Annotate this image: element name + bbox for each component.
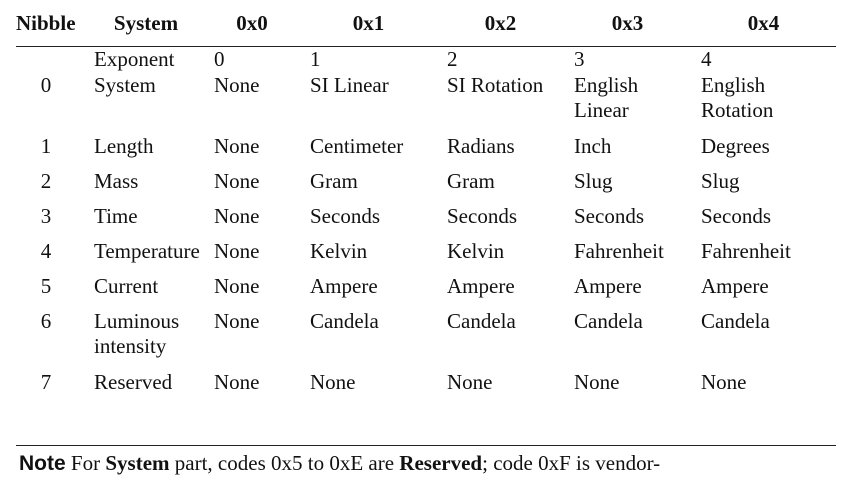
note-label: Note (19, 452, 66, 475)
table-row: 0 System None SI Linear SI Rotation Engl… (16, 73, 836, 134)
table-header-row: Nibble System 0x0 0x1 0x2 0x3 0x4 (16, 0, 836, 47)
cell-label: Temperature (94, 239, 200, 263)
cell-value: English Linear (574, 73, 639, 122)
table-row: 7 Reserved None None None None None (16, 370, 836, 405)
cell-value: Fahrenheit (701, 239, 791, 263)
cell-value: None (214, 309, 260, 333)
cell-value: None (574, 370, 620, 394)
cell-value: Ampere (701, 274, 769, 298)
header-0x4: 0x4 (691, 0, 836, 47)
cell-value: None (310, 370, 356, 394)
note-bold-reserved: Reserved (399, 451, 483, 475)
cell-value: Candela (701, 309, 770, 333)
cell-value: Radians (447, 134, 515, 158)
cell-value: Gram (447, 169, 495, 193)
note-bold-system: System (105, 451, 170, 475)
table-row: 2 Mass None Gram Gram Slug Slug (16, 169, 836, 204)
cell-value: None (447, 370, 493, 394)
cell-label: Length (94, 134, 154, 158)
cell-value: Fahrenheit (574, 239, 664, 263)
cell-label: Exponent (94, 47, 175, 71)
table-row: 6 Luminous intensity None Candela Candel… (16, 309, 836, 370)
cell-label: Mass (94, 169, 139, 193)
cell-value: SI Linear (310, 73, 389, 97)
cell-value: None (214, 274, 260, 298)
header-0x3: 0x3 (564, 0, 691, 47)
table-row-exponent: Exponent 0 1 2 3 4 (16, 47, 836, 74)
cell-nibble: 5 (40, 274, 52, 298)
table-row: 3 Time None Seconds Seconds Seconds Seco… (16, 204, 836, 239)
cell-nibble (16, 47, 88, 74)
table-row: 5 Current None Ampere Ampere Ampere Ampe… (16, 274, 836, 309)
cell-label: Reserved (94, 370, 173, 394)
cell-value: English Rotation (701, 73, 774, 122)
cell-value: Slug (701, 169, 740, 193)
cell-nibble: 4 (40, 239, 52, 263)
header-system: System (88, 0, 204, 47)
note-divider (16, 445, 836, 446)
header-nibble: Nibble (16, 0, 88, 47)
cell-value: SI Rotation (447, 73, 544, 97)
cell-value: None (214, 73, 260, 97)
header-0x0: 0x0 (204, 0, 300, 47)
cell-value: Ampere (310, 274, 378, 298)
cell-value: Kelvin (310, 239, 368, 263)
cell-value: None (701, 370, 747, 394)
cell-label: Current (94, 274, 159, 298)
cell-value: Inch (574, 134, 612, 158)
cell-value: None (214, 204, 260, 228)
cell-value: Seconds (447, 204, 517, 228)
cell-value: Gram (310, 169, 358, 193)
cell-value: 1 (310, 47, 321, 71)
cell-value: Seconds (701, 204, 771, 228)
header-0x1: 0x1 (300, 0, 437, 47)
cell-value: Ampere (447, 274, 515, 298)
note-text: part, codes 0x5 to 0xE are (169, 451, 400, 475)
cell-value: None (214, 134, 260, 158)
cell-value: Degrees (701, 134, 770, 158)
cell-value: None (214, 370, 260, 394)
cell-nibble: 1 (40, 134, 52, 158)
table-row: 4 Temperature None Kelvin Kelvin Fahrenh… (16, 239, 836, 274)
header-0x2: 0x2 (437, 0, 564, 47)
cell-label: System (94, 73, 156, 97)
cell-value: Ampere (574, 274, 642, 298)
unit-system-table: Nibble System 0x0 0x1 0x2 0x3 0x4 Expone… (16, 0, 836, 405)
note-text: For (65, 451, 106, 475)
cell-value: 2 (447, 47, 458, 71)
cell-value: Candela (574, 309, 643, 333)
cell-value: Kelvin (447, 239, 505, 263)
cell-nibble: 3 (40, 204, 52, 228)
cell-value: Seconds (310, 204, 380, 228)
cell-label: Luminous intensity (94, 309, 180, 358)
cell-nibble: 2 (40, 169, 52, 193)
note-text: ; code 0xF is vendor- (482, 451, 661, 475)
cell-label: Time (94, 204, 138, 228)
cell-value: Centimeter (310, 134, 404, 158)
units-table-container: Nibble System 0x0 0x1 0x2 0x3 0x4 Expone… (16, 0, 836, 405)
cell-value: None (214, 169, 260, 193)
cell-value: 4 (701, 47, 712, 71)
note-paragraph: Note For System part, codes 0x5 to 0xE a… (19, 449, 660, 478)
cell-nibble: 0 (40, 73, 52, 97)
cell-value: 0 (214, 47, 225, 71)
cell-nibble: 6 (40, 309, 52, 333)
cell-value: Slug (574, 169, 613, 193)
cell-value: None (214, 239, 260, 263)
cell-nibble: 7 (40, 370, 52, 394)
cell-value: Candela (447, 309, 516, 333)
table-row: 1 Length None Centimeter Radians Inch De… (16, 134, 836, 169)
cell-value: 3 (574, 47, 585, 71)
cell-value: Candela (310, 309, 379, 333)
cell-value: Seconds (574, 204, 644, 228)
